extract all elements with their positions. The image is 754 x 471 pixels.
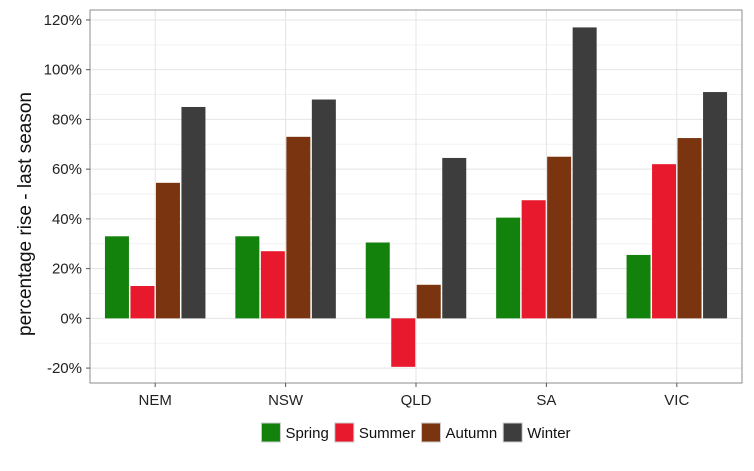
bar-winter-vic	[703, 92, 728, 319]
y-tick-label: 120%	[44, 12, 82, 29]
bar-spring-qld	[365, 242, 390, 319]
bar-summer-nsw	[260, 251, 285, 319]
y-tick-label: 20%	[52, 261, 82, 278]
bar-spring-nsw	[235, 236, 260, 319]
y-axis: -20% 0% 20% 40% 60% 80% 100% 120%	[44, 12, 90, 377]
y-tick-label: 100%	[44, 62, 82, 79]
bar-summer-sa	[521, 200, 546, 319]
y-tick-label: 60%	[52, 161, 82, 178]
bar-autumn-nsw	[286, 136, 311, 319]
y-axis-title: percentage rise - last season	[15, 92, 36, 336]
bar-spring-nem	[104, 236, 129, 319]
bar-winter-nsw	[311, 99, 336, 319]
legend-label-spring: Spring	[285, 425, 328, 442]
x-tick-label: NSW	[268, 392, 304, 409]
bar-autumn-qld	[416, 284, 441, 319]
legend-key-spring	[260, 422, 281, 443]
x-tick-label: VIC	[664, 392, 689, 409]
y-tick-label: -20%	[47, 360, 82, 377]
y-tick-label: 80%	[52, 111, 82, 128]
legend-key-summer	[334, 422, 355, 443]
bar-winter-qld	[442, 157, 467, 319]
bar-summer-vic	[652, 164, 677, 319]
legend-label-autumn: Autumn	[446, 425, 498, 442]
x-axis: NEM NSW QLD SA VIC	[139, 383, 689, 409]
bar-winter-nem	[181, 106, 206, 319]
legend-label-winter: Winter	[527, 425, 570, 442]
x-tick-label: SA	[536, 392, 556, 409]
bar-spring-vic	[626, 254, 651, 319]
legend: Spring Summer Autumn Winter	[260, 422, 571, 443]
bars	[104, 27, 728, 367]
bar-summer-nem	[130, 286, 155, 319]
x-tick-label: NEM	[139, 392, 172, 409]
y-tick-label: 0%	[60, 310, 82, 327]
bar-spring-sa	[496, 217, 521, 319]
x-tick-label: QLD	[401, 392, 432, 409]
bar-autumn-sa	[547, 156, 572, 319]
legend-key-autumn	[421, 422, 441, 443]
legend-label-summer: Summer	[359, 425, 416, 442]
legend-key-winter	[502, 422, 523, 443]
bar-autumn-vic	[677, 138, 702, 319]
y-tick-label: 40%	[52, 211, 82, 228]
bar-autumn-nem	[155, 182, 180, 319]
bar-winter-sa	[572, 27, 597, 319]
bar-summer-qld	[391, 318, 416, 367]
